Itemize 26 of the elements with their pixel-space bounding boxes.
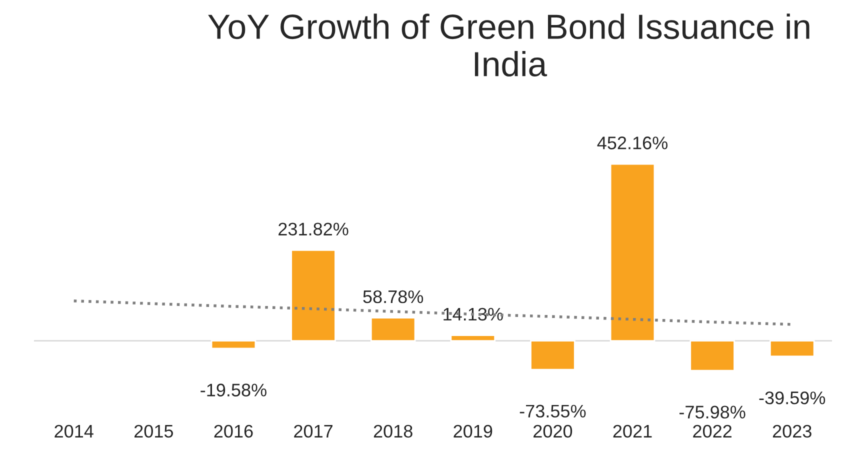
bar [210,340,256,350]
x-tick-label: 2017 [294,424,332,438]
x-tick-label: 2023 [772,424,812,438]
bar [290,249,336,342]
data-label: -19.58% [200,384,266,396]
x-tick-label: 2015 [134,424,173,438]
data-label: -73.55% [520,404,586,418]
data-label: -39.59% [759,391,826,404]
x-tick-label: 2018 [374,424,412,438]
data-label: -75.98% [679,406,746,419]
bar [370,317,416,342]
data-label: 452.16% [597,136,668,150]
chart-title: YoY Growth of Green Bond Issuance in India [208,14,810,76]
bar [769,340,815,357]
x-tick-label: 2022 [693,424,732,438]
x-tick-label: 2016 [214,424,253,438]
x-tick-label: 2020 [534,424,572,438]
bar [610,163,656,342]
x-tick-label: 2021 [613,424,652,438]
bar [530,340,576,370]
bar [450,334,496,342]
data-label: 58.78% [363,290,424,304]
data-label: 231.82% [278,222,348,236]
bar [690,340,735,372]
x-tick-label: 2019 [454,424,492,438]
x-tick-label: 2014 [54,424,94,438]
